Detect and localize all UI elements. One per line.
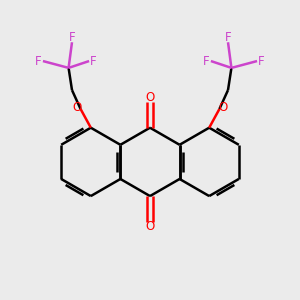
Text: F: F	[203, 55, 210, 68]
Text: O: O	[146, 91, 154, 104]
Text: O: O	[219, 101, 228, 114]
Text: F: F	[35, 55, 42, 68]
Text: F: F	[258, 55, 265, 68]
Text: O: O	[72, 101, 81, 114]
Text: O: O	[146, 220, 154, 233]
Text: F: F	[90, 55, 97, 68]
Text: F: F	[225, 31, 231, 44]
Text: F: F	[69, 31, 75, 44]
